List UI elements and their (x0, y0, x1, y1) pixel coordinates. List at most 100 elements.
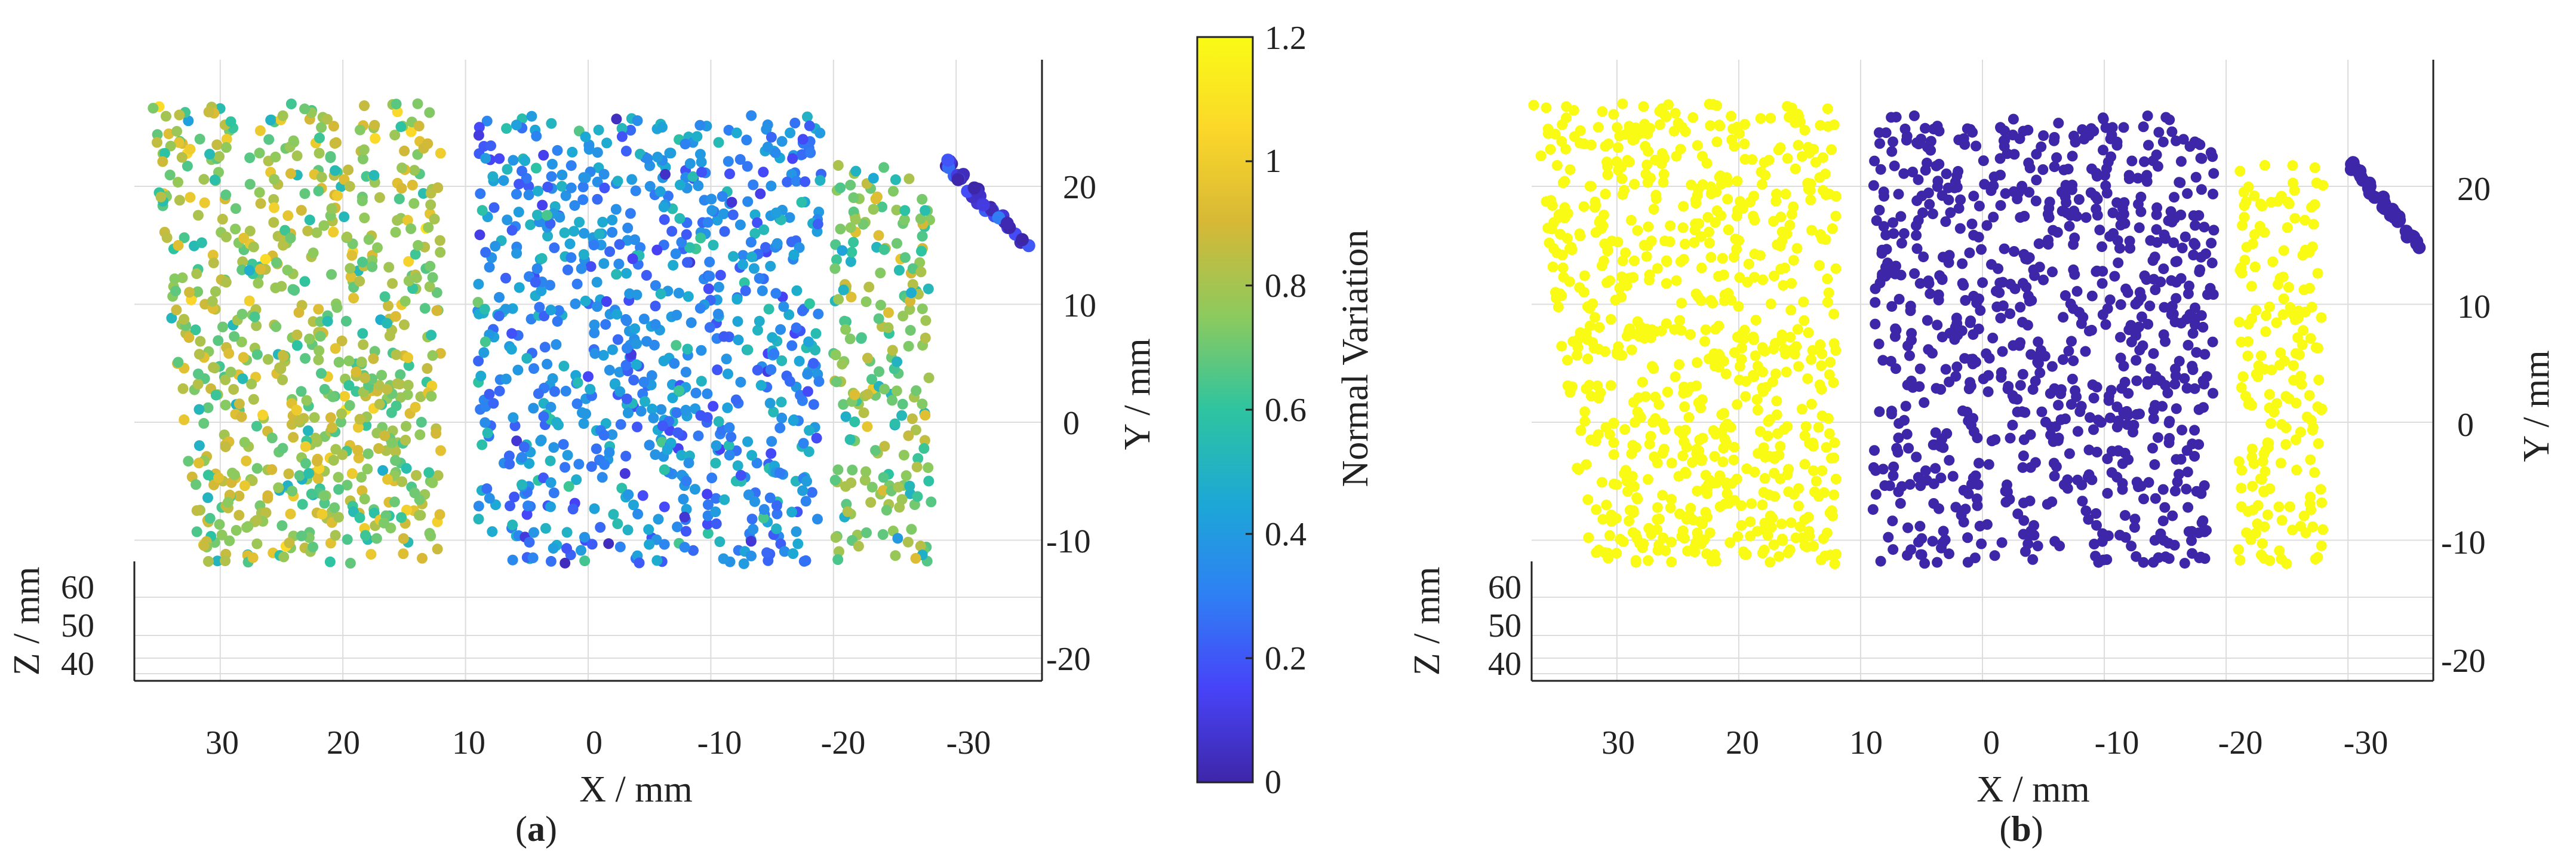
point-cloud-point (2282, 222, 2293, 233)
point-cloud-point (2143, 477, 2154, 488)
point-cloud-point (270, 282, 281, 293)
point-cloud-point (2083, 325, 2095, 337)
point-cloud-point (837, 358, 848, 370)
point-cloud-point (900, 470, 912, 481)
point-cloud-point (1722, 418, 1733, 429)
point-cloud-point (879, 383, 890, 395)
point-cloud-point (223, 348, 235, 359)
point-cloud-point (2307, 521, 2319, 532)
point-cloud-point (1938, 526, 1949, 537)
point-cloud-point (892, 356, 903, 367)
point-cloud-point (1940, 216, 1951, 228)
point-cloud-point (644, 181, 656, 192)
point-cloud-point (2168, 237, 2180, 248)
panel-b-y-tick: 0 (2457, 407, 2474, 444)
point-cloud-point (891, 204, 902, 216)
point-cloud-point (328, 454, 339, 466)
point-cloud-point (1557, 250, 1568, 261)
point-cloud-point (1935, 384, 1947, 395)
point-cloud-point (368, 353, 379, 364)
point-cloud-point (1692, 527, 1703, 539)
point-cloud-point (1822, 413, 1834, 424)
point-cloud-point (643, 524, 654, 535)
point-cloud-point (580, 408, 591, 419)
point-cloud-point (1888, 136, 1898, 148)
point-cloud-point (667, 392, 678, 404)
point-cloud-point (1825, 453, 1837, 464)
point-cloud-point (185, 192, 196, 203)
point-cloud-point (2009, 149, 2020, 160)
point-cloud-point (2208, 225, 2220, 236)
point-cloud-point (625, 125, 637, 136)
point-cloud-point (435, 247, 446, 258)
point-cloud-point (897, 311, 909, 322)
point-cloud-point (2155, 528, 2166, 539)
point-cloud-point (214, 519, 225, 530)
point-cloud-point (1779, 262, 1790, 274)
point-cloud-point (788, 249, 800, 260)
point-cloud-point (403, 256, 414, 267)
point-cloud-point (531, 263, 543, 274)
colorbar-tick-label: 0.8 (1265, 268, 1307, 305)
point-cloud-point (316, 368, 327, 379)
point-cloud-point (2097, 309, 2108, 320)
point-cloud-point (2063, 345, 2074, 357)
point-cloud-point (626, 174, 638, 185)
point-cloud-point (2171, 293, 2182, 304)
point-cloud-point (905, 296, 916, 307)
point-cloud-point (1729, 441, 1740, 453)
point-cloud-point (594, 228, 605, 239)
point-cloud-point (546, 158, 558, 170)
point-cloud-point (742, 344, 754, 355)
point-cloud-point (1611, 548, 1622, 559)
point-cloud-point (2129, 522, 2140, 533)
point-cloud-point (2153, 552, 2164, 563)
point-cloud-point (850, 165, 862, 177)
point-cloud-point (1911, 243, 1923, 254)
point-cloud-point (620, 450, 632, 462)
point-cloud-point (2242, 350, 2254, 361)
point-cloud-point (300, 441, 311, 452)
point-cloud-point (2117, 484, 2128, 495)
point-cloud-point (2102, 488, 2113, 499)
point-cloud-point (598, 429, 610, 441)
point-cloud-point (718, 553, 729, 564)
point-cloud-point (693, 180, 704, 191)
point-cloud-point (1771, 409, 1782, 420)
point-cloud-point (2295, 426, 2306, 438)
point-cloud-point (551, 339, 562, 350)
point-cloud-point (1797, 150, 1807, 162)
point-cloud-point (480, 153, 491, 164)
point-cloud-point (1760, 170, 1771, 181)
point-cloud-point (562, 264, 573, 275)
point-cloud-point (702, 518, 713, 530)
point-cloud-point (563, 481, 574, 492)
point-cloud-point (1697, 150, 1708, 162)
point-cloud-point (670, 248, 681, 259)
point-cloud-point (2207, 336, 2218, 348)
panel-b-x-axis-label: X / mm (1976, 769, 2089, 810)
point-cloud-point (804, 120, 815, 131)
point-cloud-point (2118, 407, 2129, 418)
point-cloud-point (1773, 551, 1785, 562)
point-cloud-point (755, 188, 766, 199)
point-cloud-point (204, 149, 216, 160)
point-cloud-point (830, 349, 841, 361)
point-cloud-point (771, 523, 782, 535)
point-cloud-point (392, 378, 403, 389)
point-cloud-point (1788, 254, 1799, 266)
point-cloud-point (211, 139, 223, 150)
point-cloud-point (1807, 437, 1818, 449)
point-cloud-point (174, 109, 185, 121)
point-cloud-point (2151, 224, 2162, 235)
point-cloud-point (676, 450, 687, 461)
point-cloud-point (1612, 236, 1624, 248)
point-cloud-point (651, 244, 663, 256)
point-cloud-point (768, 406, 779, 417)
point-cloud-point (1590, 435, 1601, 447)
point-cloud-point (2115, 352, 2126, 364)
point-cloud-point (1919, 397, 1930, 408)
point-cloud-point (237, 373, 248, 385)
point-cloud-point (1936, 331, 1948, 343)
point-cloud-point (629, 323, 641, 334)
